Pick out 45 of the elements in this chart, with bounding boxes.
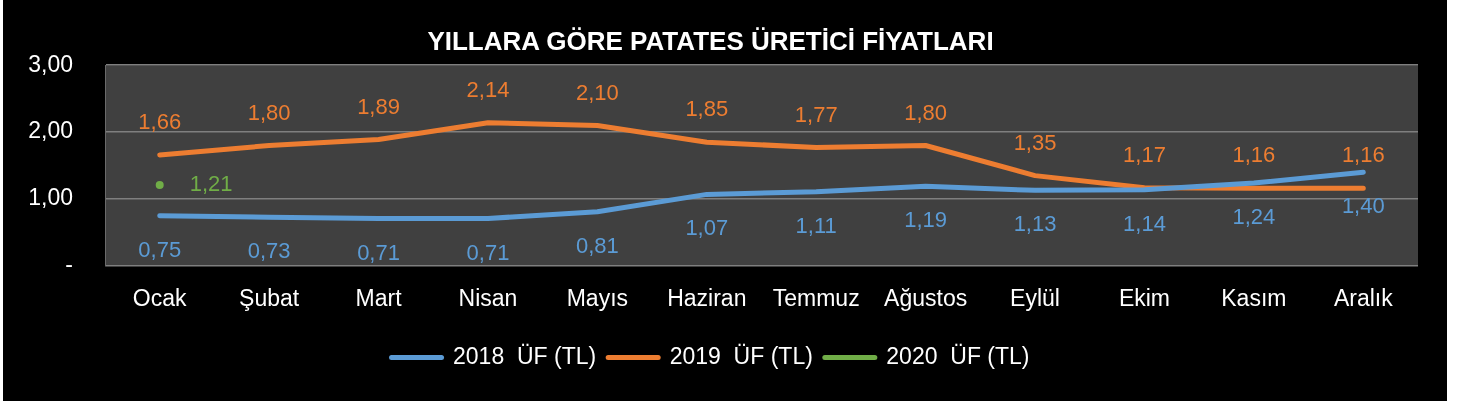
x-tick-label: Şubat	[239, 285, 300, 312]
x-tick-label: Eylül	[1010, 285, 1060, 312]
y-tick-label: 3,00	[28, 50, 73, 77]
data-label: 0,81	[575, 232, 619, 258]
data-label: 1,80	[904, 99, 948, 125]
data-label: 0,71	[466, 239, 510, 265]
data-label: 1,85	[685, 96, 729, 122]
x-tick-label: Temmuz	[772, 285, 860, 312]
data-label: 1,16	[1232, 142, 1276, 168]
x-tick-label: Kasım	[1221, 285, 1287, 312]
data-label: 2,10	[575, 79, 619, 105]
data-label: 1,19	[904, 207, 948, 233]
x-tick-label: Aralık	[1333, 285, 1394, 312]
data-label: 1,40	[1341, 193, 1385, 219]
data-label: 1,77	[794, 101, 838, 127]
x-tick-label: Ağustos	[884, 285, 968, 312]
x-tick-label: Haziran	[667, 285, 747, 312]
y-tick-label: -	[65, 251, 73, 278]
data-label: 0,75	[138, 236, 182, 262]
y-tick-label: 2,00	[28, 117, 73, 144]
data-label: 0,73	[247, 238, 291, 264]
data-label: 1,80	[247, 99, 291, 125]
legend-label: 2020 ÜF (TL)	[886, 342, 1030, 369]
legend-label: 2018 ÜF (TL)	[453, 342, 597, 369]
data-label: 1,24	[1232, 204, 1276, 230]
data-label: 1,13	[1013, 211, 1057, 237]
x-tick-label: Mart	[355, 285, 403, 312]
data-label: 1,17	[1123, 141, 1166, 167]
data-label: 1,11	[795, 212, 837, 238]
data-label: 1,66	[138, 108, 182, 134]
data-label: 1,16	[1341, 142, 1385, 168]
data-label: 1,14	[1123, 210, 1166, 236]
data-label: 1,21	[189, 171, 233, 197]
data-label: 1,35	[1013, 129, 1057, 155]
legend-label: 2019 ÜF (TL)	[669, 342, 813, 369]
data-label: 1,07	[685, 215, 729, 241]
y-tick-label: 1,00	[28, 184, 73, 211]
x-tick-label: Ocak	[132, 285, 188, 312]
x-tick-label: Mayıs	[566, 285, 629, 312]
x-tick-label: Nisan	[458, 285, 518, 312]
chart-title: YILLARA GÖRE PATATES ÜRETİCİ FİYATLARI	[427, 25, 994, 56]
data-label: 0,71	[357, 239, 400, 265]
x-tick-label: Ekim	[1118, 285, 1171, 312]
data-label: 2,14	[466, 76, 510, 102]
data-label: 1,89	[357, 93, 400, 119]
